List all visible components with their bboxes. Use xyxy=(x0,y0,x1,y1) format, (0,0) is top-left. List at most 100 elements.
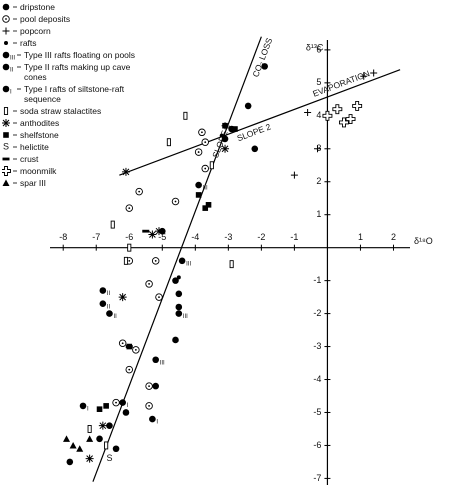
point-center xyxy=(148,283,150,285)
marker-label: III xyxy=(186,261,191,267)
data-point xyxy=(166,138,171,147)
legend-marker: S xyxy=(3,142,17,151)
trend-line xyxy=(119,69,401,176)
data-point xyxy=(152,382,159,390)
y-tick-label: -2 xyxy=(313,308,321,318)
series: S xyxy=(106,453,112,463)
legend-symbol xyxy=(2,119,10,127)
data-point xyxy=(79,402,87,410)
legend-item: rafts xyxy=(2,38,152,48)
point-center xyxy=(148,404,150,407)
y-tick-label: 6 xyxy=(316,44,321,54)
data-point xyxy=(142,229,150,233)
legend-symbol xyxy=(2,51,10,59)
x-tick-label: -7 xyxy=(92,232,100,242)
data-point xyxy=(172,336,179,344)
data-point xyxy=(148,230,157,239)
data-point xyxy=(195,181,202,189)
legend-symbol: S xyxy=(3,142,9,151)
legend-symbol xyxy=(2,3,10,11)
legend-item: popcorn xyxy=(2,26,152,36)
data-point xyxy=(121,167,130,176)
legend-label: Type II rafts making up cave cones xyxy=(24,62,131,82)
data-point xyxy=(290,171,298,179)
legend-symbol xyxy=(2,15,10,23)
y-tick-label: -6 xyxy=(313,440,321,450)
legend-marker xyxy=(2,27,17,35)
data-point xyxy=(175,290,183,298)
data-point xyxy=(110,220,115,229)
series xyxy=(66,63,268,466)
data-point: S xyxy=(106,453,112,463)
legend-symbol xyxy=(3,107,9,115)
data-point xyxy=(69,441,77,449)
marker-label: III xyxy=(203,186,208,192)
data-point xyxy=(314,145,322,153)
data-point xyxy=(96,406,103,412)
data-point xyxy=(176,275,181,280)
series xyxy=(125,229,150,348)
data-point xyxy=(209,161,214,170)
legend-marker: I xyxy=(2,85,21,94)
y-tick-label: -3 xyxy=(313,341,321,351)
marker-label: II xyxy=(107,304,111,310)
data-point xyxy=(112,445,120,453)
data-point xyxy=(229,260,234,269)
point-center xyxy=(5,18,7,20)
legend-label: Type III rafts floating on pools xyxy=(24,50,136,60)
series xyxy=(87,111,234,450)
data-point xyxy=(178,257,186,265)
legend-symbol xyxy=(3,107,9,115)
marker-label: III xyxy=(10,56,15,60)
data-point xyxy=(96,435,103,443)
data-point xyxy=(172,277,179,284)
legend-item: pool deposits xyxy=(2,14,152,24)
legend-symbol xyxy=(2,27,10,35)
legend-symbol xyxy=(2,119,10,127)
point-center xyxy=(204,141,207,144)
point-center xyxy=(138,190,141,193)
legend-symbol xyxy=(2,85,10,93)
legend-label: dripstone xyxy=(20,2,55,12)
legend-marker xyxy=(2,166,17,176)
legend-item: III Type III rafts floating on pools xyxy=(2,50,152,60)
point-center xyxy=(148,385,150,388)
marker-label: III xyxy=(160,360,165,366)
x-tick-label: -1 xyxy=(290,232,298,242)
data-point xyxy=(76,445,84,452)
data-point xyxy=(261,63,268,70)
legend-symbol xyxy=(2,157,10,161)
legend-label: shelfstone xyxy=(20,130,59,140)
data-point xyxy=(175,303,183,311)
legend-symbol xyxy=(2,27,10,35)
marker-label: I xyxy=(87,406,89,412)
data-point xyxy=(123,256,129,265)
point-center xyxy=(154,259,157,262)
y-tick-label: 4 xyxy=(316,110,321,120)
y-axis-label: δ¹³C xyxy=(306,42,324,52)
marker-label: II xyxy=(107,291,111,297)
point-center xyxy=(128,259,131,262)
data-point xyxy=(98,421,107,430)
legend-symbol xyxy=(2,157,10,161)
point-center xyxy=(197,151,200,153)
data-point xyxy=(122,409,130,416)
y-tick-label: 1 xyxy=(316,209,321,219)
legend-label: moonmilk xyxy=(20,166,57,176)
point-center xyxy=(201,131,203,134)
point-center xyxy=(174,200,177,203)
data-point xyxy=(202,205,209,211)
legend-item: I Type I rafts of siltstone-raft sequence xyxy=(2,84,152,104)
data-point xyxy=(304,109,312,117)
data-point xyxy=(222,122,228,129)
point-center xyxy=(128,207,131,210)
legend-symbol xyxy=(3,132,9,138)
legend-marker xyxy=(2,119,17,127)
data-point xyxy=(195,192,202,198)
data-point xyxy=(219,133,224,138)
series xyxy=(221,69,378,179)
x-axis-label: δ¹⁸O xyxy=(414,236,433,246)
